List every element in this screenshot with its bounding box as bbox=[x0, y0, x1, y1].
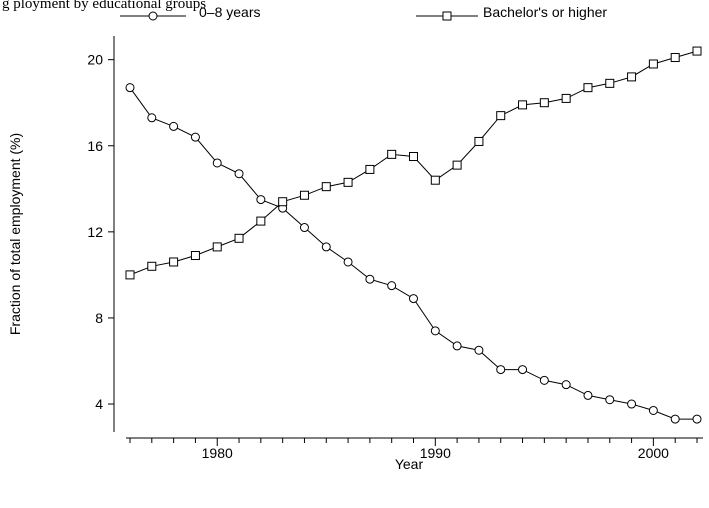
series-0-point-1981 bbox=[234, 169, 244, 179]
series-0-point-2001 bbox=[670, 414, 680, 424]
series-1-point-1993 bbox=[496, 111, 506, 121]
y-tick-label-16: 16 bbox=[87, 138, 103, 154]
y-tick-label-20: 20 bbox=[87, 52, 103, 68]
series-0-point-1980 bbox=[212, 158, 222, 168]
series-0-point-1992 bbox=[474, 345, 484, 355]
series-1-point-1983 bbox=[278, 197, 288, 207]
series-0-point-1996 bbox=[561, 380, 571, 390]
series-0-point-2000 bbox=[648, 405, 658, 415]
series-0-point-1979 bbox=[190, 132, 200, 142]
legend-marker-0 bbox=[148, 11, 158, 21]
legend-label-0: 0–8 years bbox=[199, 4, 260, 20]
series-0-point-1987 bbox=[365, 274, 375, 284]
series-1-point-1996 bbox=[561, 93, 571, 103]
series-layer bbox=[125, 46, 702, 424]
series-1-point-1979 bbox=[190, 251, 200, 261]
series-1-point-1976 bbox=[125, 270, 135, 280]
series-0-point-1988 bbox=[387, 281, 397, 291]
legend-marker-1 bbox=[442, 11, 452, 21]
series-1-point-2001 bbox=[670, 53, 680, 63]
y-tick-label-8: 8 bbox=[95, 310, 103, 326]
series-0-point-1998 bbox=[605, 395, 615, 405]
series-0 bbox=[125, 83, 702, 424]
series-1-point-1997 bbox=[583, 83, 593, 93]
series-0-point-1995 bbox=[539, 375, 549, 385]
series-0-point-1997 bbox=[583, 390, 593, 400]
series-1-point-1985 bbox=[321, 182, 331, 192]
series-1-point-1999 bbox=[627, 72, 637, 82]
series-0-point-1976 bbox=[125, 83, 135, 93]
series-1-point-1991 bbox=[452, 160, 462, 170]
legend-label-1: Bachelor's or higher bbox=[483, 4, 607, 20]
series-0-point-1977 bbox=[147, 113, 157, 123]
series-1-point-1994 bbox=[518, 100, 528, 110]
series-0-line bbox=[129, 87, 697, 420]
series-1-point-2002 bbox=[692, 46, 702, 56]
series-0-point-1990 bbox=[430, 326, 440, 336]
y-tick-label-4: 4 bbox=[95, 396, 103, 412]
series-1-point-1988 bbox=[387, 149, 397, 159]
series-1-point-1978 bbox=[169, 257, 179, 267]
series-1-point-1980 bbox=[212, 242, 222, 252]
x-axis-title: Year bbox=[395, 456, 424, 472]
series-0-point-1989 bbox=[409, 294, 418, 304]
y-axis-ticks: 4 8 12 16 20 bbox=[87, 52, 114, 412]
series-1-point-1977 bbox=[147, 261, 157, 271]
legend: 0–8 years Bachelor's or higher bbox=[120, 4, 607, 21]
y-tick-label-12: 12 bbox=[87, 224, 103, 240]
series-0-point-1978 bbox=[169, 121, 179, 131]
series-1 bbox=[125, 46, 702, 280]
x-tick-label-1990: 1990 bbox=[420, 445, 451, 461]
y-axis-title: Fraction of total employment (%) bbox=[7, 133, 23, 335]
series-1-point-1989 bbox=[409, 152, 418, 162]
series-1-point-1990 bbox=[430, 175, 440, 185]
series-1-point-1992 bbox=[474, 136, 484, 146]
series-0-point-1985 bbox=[321, 242, 331, 252]
series-0-point-1982 bbox=[256, 195, 266, 205]
series-0-point-1999 bbox=[627, 399, 637, 409]
legend-entry-1: Bachelor's or higher bbox=[416, 4, 607, 21]
series-1-point-1998 bbox=[605, 78, 615, 88]
x-tick-label-1980: 1980 bbox=[202, 445, 233, 461]
series-0-point-1984 bbox=[299, 223, 309, 233]
series-0-point-1986 bbox=[343, 257, 353, 267]
series-1-point-1984 bbox=[299, 190, 309, 200]
header-fragment: g ployment by educational groups bbox=[2, 0, 206, 12]
series-1-point-1995 bbox=[539, 98, 549, 108]
series-1-point-2000 bbox=[648, 59, 658, 69]
series-0-point-1991 bbox=[452, 341, 462, 351]
legend-entry-0: 0–8 years bbox=[120, 4, 260, 21]
series-1-point-1981 bbox=[234, 233, 244, 243]
series-1-point-1986 bbox=[343, 177, 353, 187]
x-axis-ticks: 1980 1990 2000 bbox=[129, 438, 698, 461]
series-0-point-1993 bbox=[496, 365, 506, 375]
series-0-point-2002 bbox=[692, 414, 702, 424]
series-1-point-1982 bbox=[256, 216, 266, 226]
x-tick-label-2000: 2000 bbox=[638, 445, 669, 461]
series-0-point-1994 bbox=[518, 365, 528, 375]
series-1-point-1987 bbox=[365, 164, 375, 174]
